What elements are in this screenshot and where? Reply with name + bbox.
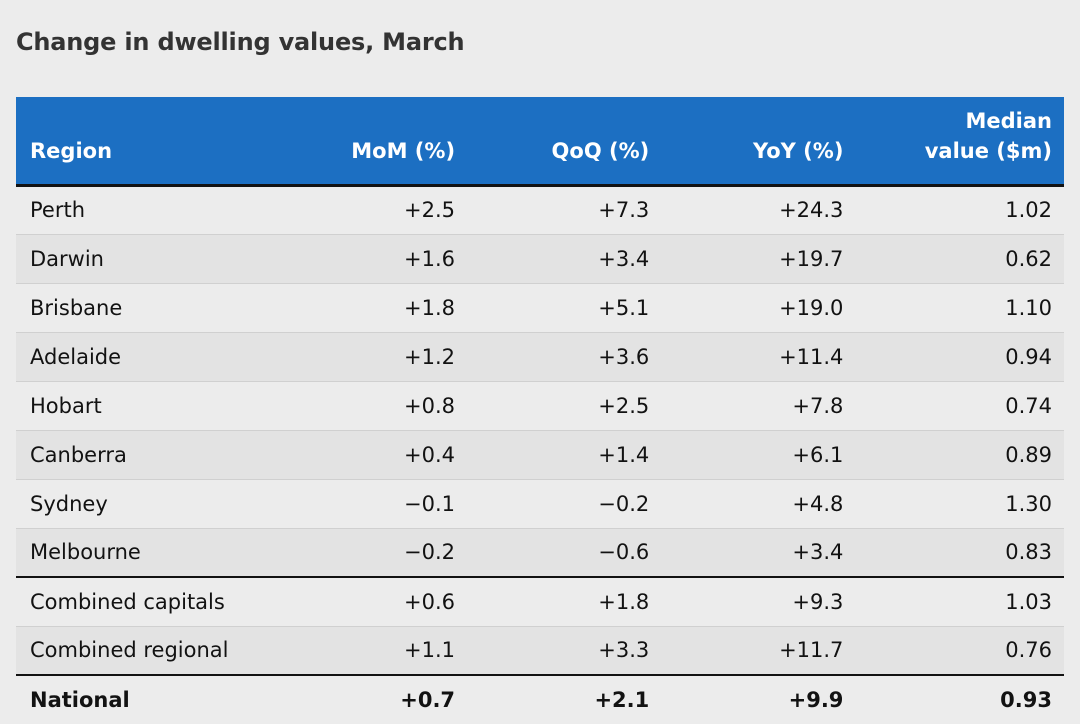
- cell-region: Combined regional: [16, 626, 273, 676]
- cell-median: 1.03: [855, 577, 1064, 627]
- cell-median: 1.02: [855, 185, 1064, 235]
- cell-median: 0.89: [855, 430, 1064, 480]
- cell-mom: +0.8: [272, 381, 468, 431]
- cell-region: Adelaide: [16, 332, 273, 382]
- table-row: Perth +2.5 +7.3 +24.3 1.02: [16, 185, 1064, 235]
- cell-yoy: +24.3: [661, 185, 856, 235]
- cell-yoy: +3.4: [661, 528, 856, 578]
- cell-mom: +0.7: [272, 675, 468, 724]
- table-row: Canberra +0.4 +1.4 +6.1 0.89: [16, 430, 1064, 480]
- cell-yoy: +9.3: [661, 577, 856, 627]
- cell-median: 0.93: [855, 675, 1064, 724]
- cell-mom: −0.2: [272, 528, 468, 578]
- cell-mom: −0.1: [272, 479, 468, 529]
- cell-region: Combined capitals: [16, 577, 273, 627]
- cell-mom: +1.1: [272, 626, 468, 676]
- cell-region: Darwin: [16, 234, 273, 284]
- cell-region: Hobart: [16, 381, 273, 431]
- cell-mom: +1.2: [272, 332, 468, 382]
- table-row-total: National +0.7 +2.1 +9.9 0.93: [16, 675, 1064, 724]
- cell-median: 1.10: [855, 283, 1064, 333]
- cell-median: 0.76: [855, 626, 1064, 676]
- cell-qoq: +5.1: [467, 283, 662, 333]
- cell-yoy: +19.0: [661, 283, 856, 333]
- cell-region: National: [16, 675, 273, 724]
- cell-mom: +1.6: [272, 234, 468, 284]
- cell-qoq: +3.6: [467, 332, 662, 382]
- cell-yoy: +11.7: [661, 626, 856, 676]
- table-header-row: Region MoM (%) QoQ (%) YoY (%) Median val…: [16, 97, 1064, 187]
- cell-qoq: +1.4: [467, 430, 662, 480]
- cell-qoq: −0.6: [467, 528, 662, 578]
- cell-qoq: +3.3: [467, 626, 662, 676]
- dwelling-values-table: Region MoM (%) QoQ (%) YoY (%) Median val…: [16, 97, 1064, 724]
- table-row: Combined capitals +0.6 +1.8 +9.3 1.03: [16, 577, 1064, 627]
- table-row: Darwin +1.6 +3.4 +19.7 0.62: [16, 234, 1064, 284]
- cell-median: 0.62: [855, 234, 1064, 284]
- cell-yoy: +9.9: [661, 675, 856, 724]
- cell-median: 0.74: [855, 381, 1064, 431]
- cell-region: Brisbane: [16, 283, 273, 333]
- cell-yoy: +7.8: [661, 381, 856, 431]
- header-median: Median value ($m): [855, 97, 1064, 187]
- header-yoy: YoY (%): [661, 97, 856, 187]
- table-row: Brisbane +1.8 +5.1 +19.0 1.10: [16, 283, 1064, 333]
- cell-yoy: +11.4: [661, 332, 856, 382]
- header-region: Region: [16, 97, 273, 187]
- cell-qoq: +1.8: [467, 577, 662, 627]
- cell-mom: +0.4: [272, 430, 468, 480]
- cell-median: 0.94: [855, 332, 1064, 382]
- cell-yoy: +6.1: [661, 430, 856, 480]
- cell-mom: +2.5: [272, 185, 468, 235]
- cell-qoq: +7.3: [467, 185, 662, 235]
- table-row: Hobart +0.8 +2.5 +7.8 0.74: [16, 381, 1064, 431]
- header-mom: MoM (%): [272, 97, 468, 187]
- cell-yoy: +4.8: [661, 479, 856, 529]
- table-row: Adelaide +1.2 +3.6 +11.4 0.94: [16, 332, 1064, 382]
- cell-qoq: +2.1: [467, 675, 662, 724]
- cell-qoq: −0.2: [467, 479, 662, 529]
- table-row: Melbourne −0.2 −0.6 +3.4 0.83: [16, 528, 1064, 578]
- header-qoq: QoQ (%): [467, 97, 662, 187]
- cell-yoy: +19.7: [661, 234, 856, 284]
- cell-region: Canberra: [16, 430, 273, 480]
- cell-region: Sydney: [16, 479, 273, 529]
- cell-mom: +1.8: [272, 283, 468, 333]
- cell-mom: +0.6: [272, 577, 468, 627]
- chart-title: Change in dwelling values, March: [16, 28, 465, 56]
- table-row: Sydney −0.1 −0.2 +4.8 1.30: [16, 479, 1064, 529]
- table-row: Combined regional +1.1 +3.3 +11.7 0.76: [16, 626, 1064, 676]
- cell-region: Melbourne: [16, 528, 273, 578]
- cell-region: Perth: [16, 185, 273, 235]
- cell-qoq: +3.4: [467, 234, 662, 284]
- cell-qoq: +2.5: [467, 381, 662, 431]
- cell-median: 0.83: [855, 528, 1064, 578]
- cell-median: 1.30: [855, 479, 1064, 529]
